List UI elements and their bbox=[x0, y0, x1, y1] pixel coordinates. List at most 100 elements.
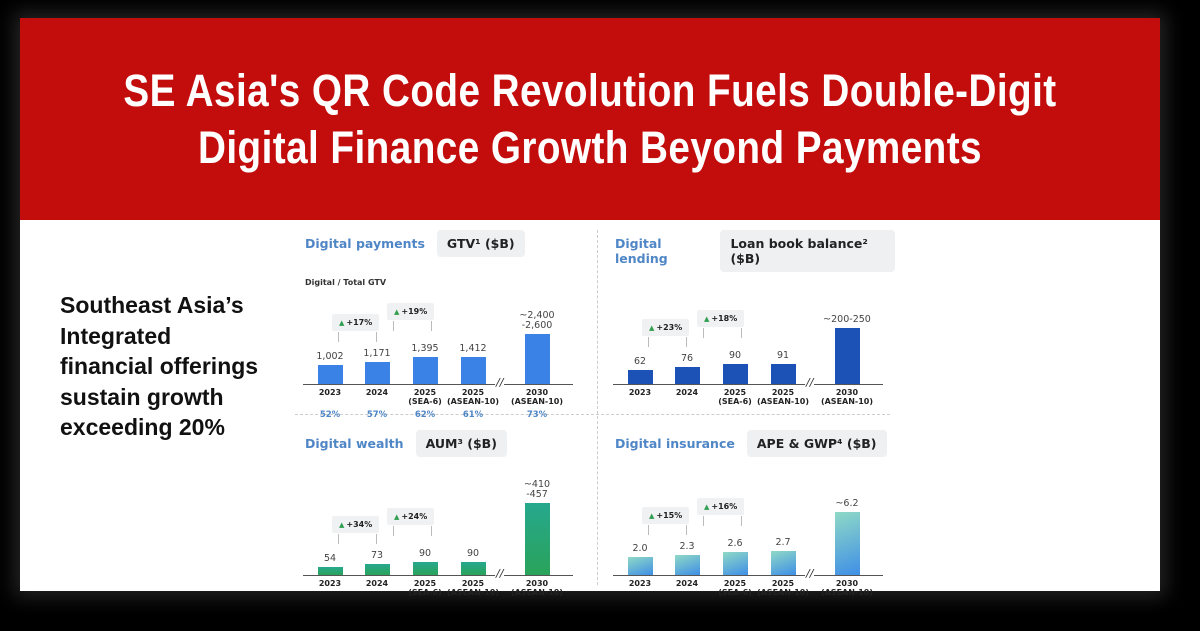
panel-digital-insurance: Digital insurance APE & GWP⁴ ($B) // 2.0 202… bbox=[605, 426, 895, 606]
value-label: 2.0 bbox=[632, 543, 648, 555]
value-label: 91 bbox=[776, 349, 790, 361]
share-label: 61% bbox=[462, 410, 484, 420]
panel-title-row: Digital lending Loan book balance² ($B) bbox=[615, 230, 895, 272]
growth-callout: ▲ +15% bbox=[642, 506, 690, 524]
value-label: 1,395 bbox=[411, 343, 439, 355]
x-tick-label: 2030 (ASEAN-10) bbox=[820, 579, 874, 597]
header-banner: SE Asia's QR Code Revolution Fuels Doubl… bbox=[20, 18, 1160, 220]
axis-break-mark: // bbox=[805, 567, 815, 580]
callout-leader bbox=[648, 524, 649, 535]
callout-leader bbox=[686, 524, 687, 535]
bar-0 bbox=[317, 364, 343, 384]
value-label: 1,171 bbox=[363, 347, 391, 359]
panel-title: Digital lending bbox=[615, 236, 668, 266]
share-label: 57% bbox=[366, 410, 388, 420]
value-label: ~6.2 bbox=[835, 498, 859, 509]
growth-value: +19% bbox=[401, 307, 428, 317]
up-triangle-icon: ▲ bbox=[704, 502, 710, 511]
bar-3 bbox=[770, 363, 796, 384]
up-triangle-icon: ▲ bbox=[394, 308, 400, 317]
callout-leader bbox=[338, 534, 339, 545]
share-label: 73% bbox=[526, 410, 548, 420]
horizontal-divider bbox=[295, 414, 890, 415]
up-triangle-icon: ▲ bbox=[339, 521, 345, 530]
growth-callout: ▲ +23% bbox=[642, 319, 690, 337]
callout-leader bbox=[431, 525, 432, 536]
axis-break-mark: // bbox=[495, 567, 505, 580]
growth-value: +16% bbox=[711, 501, 738, 511]
bar-1 bbox=[364, 361, 390, 384]
x-tick-label: 2030 (ASEAN-10) bbox=[510, 579, 564, 597]
bar-4 bbox=[834, 328, 860, 384]
x-tick-label: 2023 bbox=[628, 579, 652, 588]
value-label: 2.3 bbox=[679, 540, 695, 552]
value-label: 90 bbox=[466, 547, 480, 559]
value-label: ~2,400 -2,600 bbox=[519, 310, 555, 331]
panel-digital-payments: Digital payments GTV¹ ($B) Digital / Total… bbox=[295, 226, 585, 420]
callout-leader bbox=[393, 525, 394, 536]
value-label: ~410 -457 bbox=[523, 479, 551, 500]
x-tick-label: 2023 bbox=[318, 579, 342, 588]
value-label: 2.7 bbox=[775, 536, 791, 548]
growth-value: +15% bbox=[656, 510, 683, 520]
bar-2 bbox=[722, 551, 748, 575]
bar-4 bbox=[524, 503, 550, 575]
x-tick-label: 2025 (ASEAN-10) bbox=[756, 388, 810, 406]
growth-callout: ▲ +19% bbox=[387, 303, 435, 321]
bar-2 bbox=[412, 357, 438, 384]
panel-title: Digital wealth bbox=[305, 436, 404, 451]
x-tick-label: 2025 (ASEAN-10) bbox=[756, 579, 810, 597]
growth-value: +34% bbox=[346, 520, 373, 530]
up-triangle-icon: ▲ bbox=[339, 318, 345, 327]
value-label: 76 bbox=[680, 353, 694, 365]
callout-leader bbox=[338, 331, 339, 342]
x-tick-label: 2024 bbox=[365, 579, 389, 588]
metric-label: Loan book balance² ($B) bbox=[720, 230, 895, 272]
panel-digital-lending: Digital lending Loan book balance² ($B) //… bbox=[605, 226, 895, 406]
value-label: 1,412 bbox=[459, 343, 487, 355]
callout-leader bbox=[393, 321, 394, 332]
callout-leader bbox=[741, 515, 742, 526]
growth-callout: ▲ +16% bbox=[697, 497, 745, 515]
vertical-divider bbox=[597, 230, 598, 585]
growth-callout: ▲ +34% bbox=[332, 516, 380, 534]
bar-3 bbox=[460, 561, 486, 575]
x-axis-line bbox=[613, 384, 883, 385]
value-label: 2.6 bbox=[727, 537, 743, 549]
headline: SE Asia's QR Code Revolution Fuels Doubl… bbox=[123, 65, 1057, 173]
value-label: 73 bbox=[370, 550, 384, 562]
x-tick-label: 2030 (ASEAN-10) bbox=[510, 388, 564, 406]
up-triangle-icon: ▲ bbox=[649, 511, 655, 520]
panel-title-row: Digital wealth AUM³ ($B) bbox=[305, 430, 507, 457]
bar-4 bbox=[524, 334, 550, 384]
x-tick-label: 2030 (ASEAN-10) bbox=[820, 388, 874, 406]
growth-value: +24% bbox=[401, 511, 428, 521]
bar-1 bbox=[674, 367, 700, 384]
callout-leader bbox=[703, 515, 704, 526]
infographic-card: SE Asia's QR Code Revolution Fuels Doubl… bbox=[20, 18, 1160, 597]
bar-4 bbox=[834, 512, 860, 575]
value-label: 1,002 bbox=[316, 350, 344, 362]
x-tick-label: 2025 (SEA-6) bbox=[718, 388, 752, 406]
callout-leader bbox=[686, 337, 687, 348]
x-tick-label: 2025 (SEA-6) bbox=[408, 388, 442, 406]
value-label: 54 bbox=[323, 553, 337, 565]
share-label: 62% bbox=[414, 410, 436, 420]
bar-1 bbox=[364, 564, 390, 575]
callout-leader bbox=[648, 337, 649, 348]
bar-2 bbox=[412, 561, 438, 575]
x-axis-line bbox=[303, 575, 573, 576]
metric-label: AUM³ ($B) bbox=[415, 430, 507, 457]
growth-callout: ▲ +17% bbox=[332, 313, 380, 331]
x-tick-label: 2023 bbox=[628, 388, 652, 397]
growth-value: +18% bbox=[711, 314, 738, 324]
callout-leader bbox=[703, 328, 704, 339]
x-tick-label: 2024 bbox=[675, 388, 699, 397]
value-label: 90 bbox=[728, 350, 742, 362]
callout-leader bbox=[376, 534, 377, 545]
panel-title: Digital insurance bbox=[615, 436, 735, 451]
callout-leader bbox=[741, 328, 742, 339]
x-tick-label: 2024 bbox=[675, 579, 699, 588]
bar-0 bbox=[627, 557, 653, 575]
axis-break-mark: // bbox=[495, 376, 505, 389]
